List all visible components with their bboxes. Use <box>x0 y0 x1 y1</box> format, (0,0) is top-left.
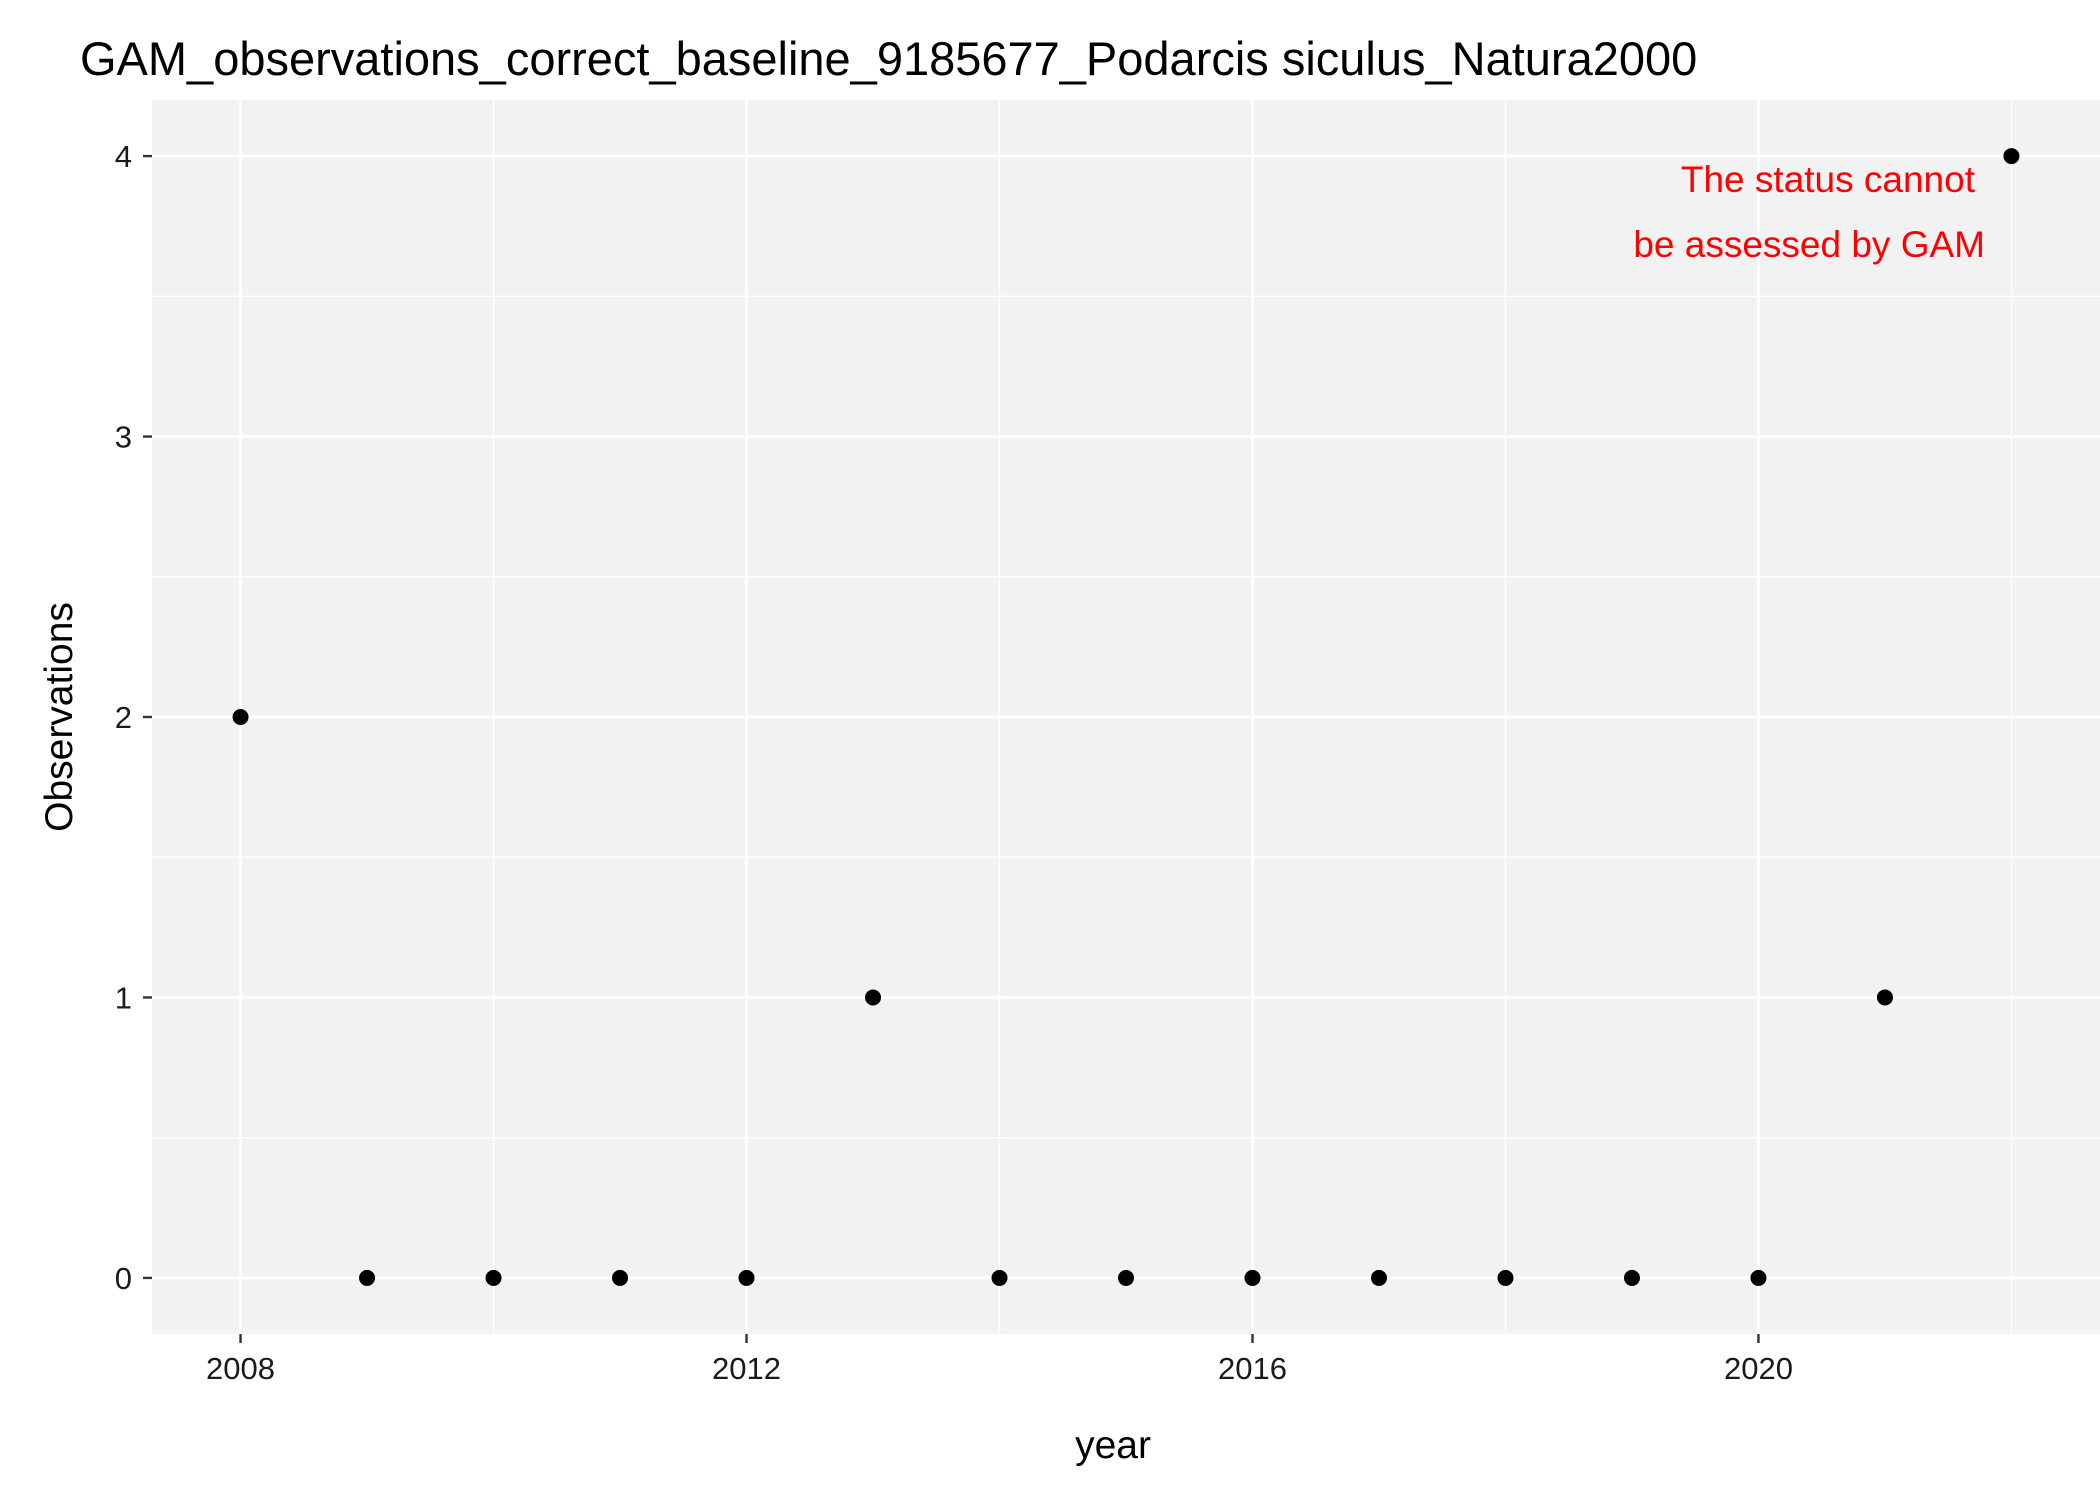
data-point <box>991 1269 1008 1286</box>
data-point <box>738 1269 755 1286</box>
data-point <box>1623 1269 1640 1286</box>
x-axis-title: year <box>1075 1424 1151 1467</box>
y-tick-label: 0 <box>115 1261 132 1296</box>
x-tick-label: 2012 <box>712 1351 781 1386</box>
data-point <box>359 1269 376 1286</box>
status-annotation: The status cannot be assessed by GAM <box>1633 159 1985 265</box>
y-tick-label: 2 <box>115 700 132 735</box>
data-point <box>612 1269 629 1286</box>
x-tick-label: 2008 <box>206 1351 275 1386</box>
annotation-line-1: The status cannot <box>1681 159 1976 200</box>
y-axis-title: Observations <box>38 602 81 832</box>
x-tick-label: 2016 <box>1218 1351 1287 1386</box>
major-gridlines <box>152 100 2100 1334</box>
x-axis-ticks: 2008 2012 2016 2020 <box>206 1334 1793 1386</box>
data-point <box>232 709 249 725</box>
data-points <box>232 148 2020 1286</box>
y-axis-ticks: 0 1 2 3 4 <box>115 139 152 1296</box>
data-point <box>2003 148 2020 165</box>
data-point <box>1876 989 1893 1006</box>
data-point <box>865 989 882 1006</box>
y-tick-label: 3 <box>115 420 132 455</box>
chart-title: GAM_observations_correct_baseline_918567… <box>80 32 1697 85</box>
data-point <box>1370 1269 1387 1286</box>
y-tick-label: 1 <box>115 980 132 1015</box>
annotation-line-2: be assessed by GAM <box>1633 224 1985 265</box>
data-point <box>485 1269 502 1286</box>
data-point <box>1750 1269 1767 1286</box>
x-tick-label: 2020 <box>1724 1351 1793 1386</box>
data-point <box>1244 1269 1261 1286</box>
y-tick-label: 4 <box>115 139 132 174</box>
data-point <box>1118 1269 1134 1286</box>
data-point <box>1497 1269 1514 1286</box>
